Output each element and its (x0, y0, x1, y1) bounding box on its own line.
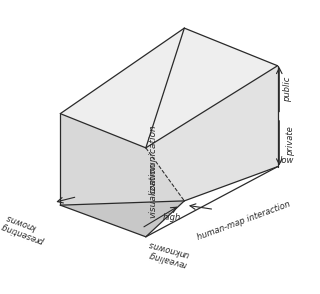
Polygon shape (146, 66, 277, 201)
Text: visualization: visualization (148, 161, 157, 218)
Text: low: low (280, 156, 294, 165)
Text: communication: communication (148, 125, 157, 194)
Text: human-map interaction: human-map interaction (196, 199, 292, 242)
Polygon shape (60, 28, 277, 148)
Text: revealing
unknowns: revealing unknowns (144, 238, 190, 268)
Text: public: public (283, 76, 292, 102)
Polygon shape (60, 114, 184, 205)
Polygon shape (60, 148, 184, 237)
Text: high: high (163, 213, 181, 222)
Text: private: private (286, 126, 295, 156)
Polygon shape (146, 28, 277, 201)
Text: presenting
knowns: presenting knowns (1, 212, 50, 246)
